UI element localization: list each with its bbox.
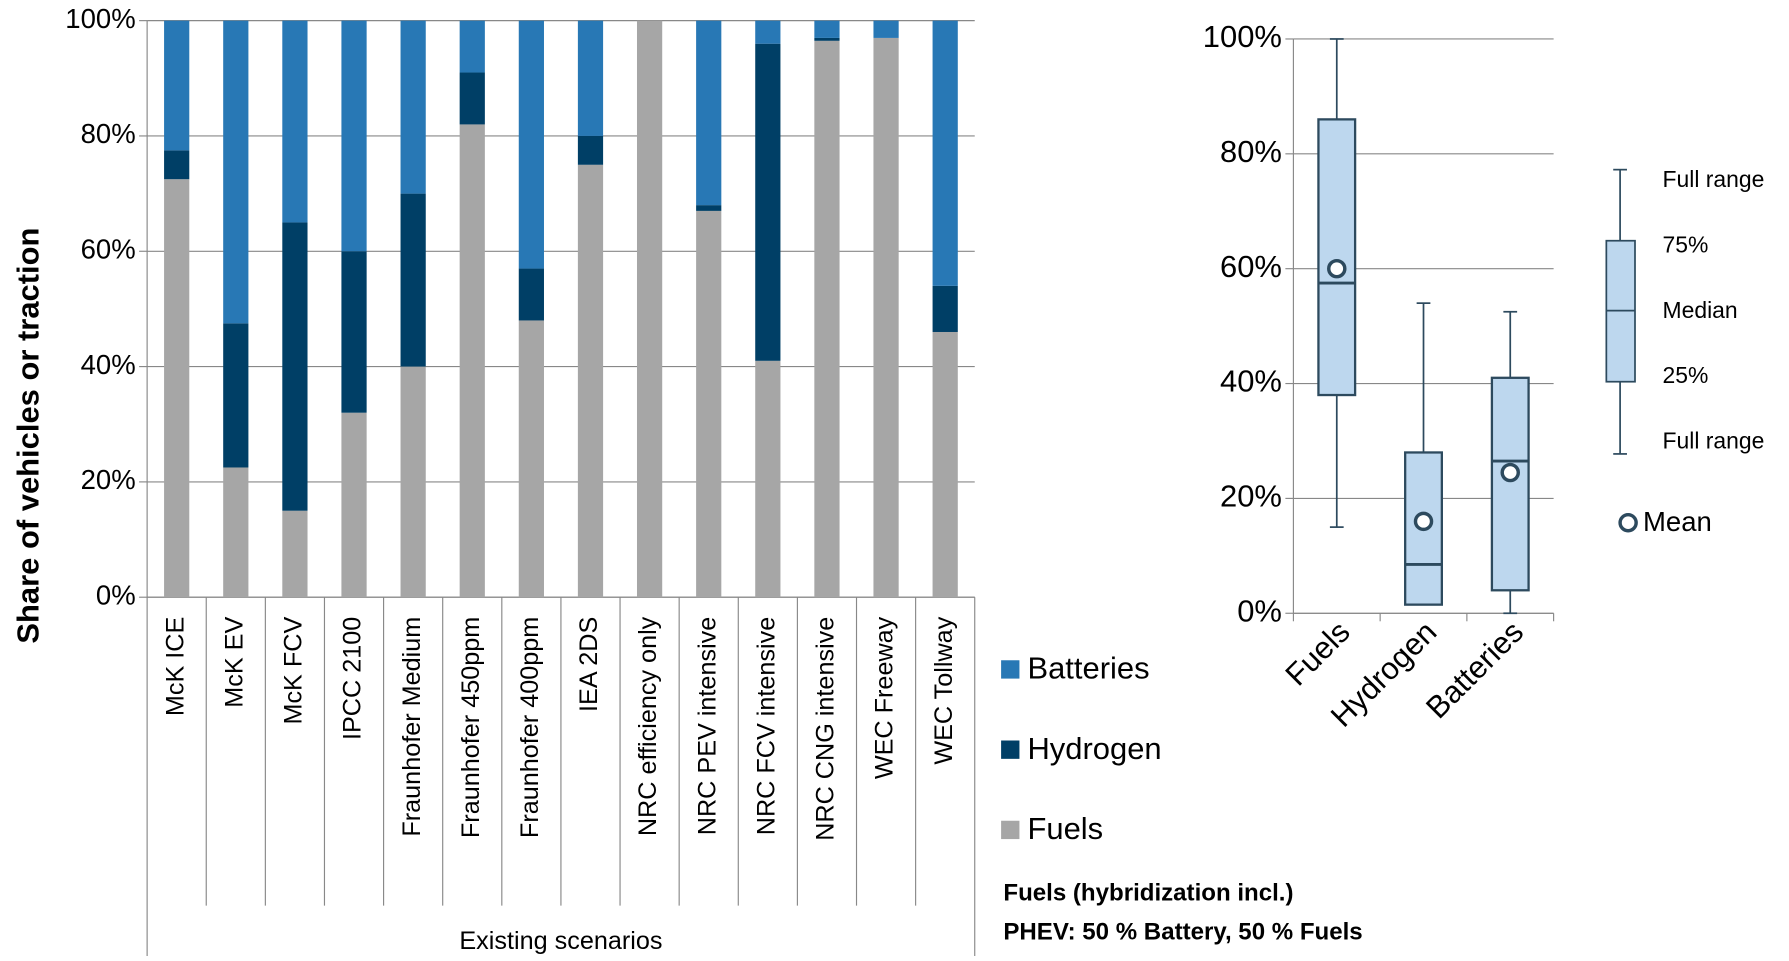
legend-swatch [1001, 820, 1020, 840]
y-axis-label: Share of vehicles or traction [10, 228, 45, 644]
legend-label: Fuels [1027, 811, 1103, 846]
x-tick-label: NRC CNG intensive [812, 617, 840, 841]
x-tick-label: NRC FCV intensive [752, 617, 780, 835]
bar-segment [814, 20, 840, 38]
bar-segment [164, 20, 190, 151]
bar-segment [814, 37, 840, 41]
bar-segment [459, 72, 485, 125]
legend-label: Full range [1663, 428, 1765, 454]
bar-segment [932, 285, 958, 332]
bar-segment [873, 37, 899, 598]
y-tick-label: 20% [1220, 479, 1282, 514]
x-tick-label: Batteries [1419, 614, 1530, 725]
bar-segment [873, 20, 899, 38]
group-label: Existing scenarios [459, 927, 662, 955]
bar-segment [577, 20, 604, 136]
legend-label: Mean [1643, 506, 1712, 537]
x-tick-label: NRC PEV intensive [693, 617, 721, 836]
y-tick-label: 60% [81, 234, 136, 265]
x-tick-label: WEC Freeway [871, 616, 899, 779]
bar-segment [755, 20, 781, 44]
y-tick-label: 80% [1220, 134, 1282, 169]
bar-segment [341, 20, 367, 252]
bar-segment [518, 320, 544, 598]
legend-label: 25% [1663, 362, 1709, 388]
bar-segment [400, 20, 426, 194]
mean [1500, 462, 1520, 483]
bar-segment [577, 164, 604, 598]
bar-segment [223, 467, 249, 598]
x-tick-label: Fraunhofer Medium [398, 617, 426, 837]
x-tick-label: IPCC 2100 [339, 617, 367, 740]
bar-segment [282, 20, 308, 223]
bar-segment [282, 222, 308, 511]
y-tick-label: 100% [65, 3, 135, 34]
bar-segment [932, 331, 958, 598]
bar-segment [400, 366, 426, 598]
legend-label: Median [1663, 297, 1738, 323]
x-tick-label: McK EV [220, 617, 248, 708]
box-legend: Full range 75% Median 25% Full range Mea… [1605, 166, 1765, 537]
y-tick-label: 80% [81, 118, 136, 149]
bar-segment [518, 268, 544, 321]
bar-segment [459, 124, 485, 598]
bar-segment [696, 205, 722, 211]
bar-segment [341, 251, 367, 413]
bar-segment [696, 210, 722, 598]
x-tick-label: McK FCV [280, 617, 308, 725]
box [1317, 118, 1357, 397]
bar-segment [223, 20, 249, 324]
bar-segment [814, 40, 840, 598]
bar-segment [282, 510, 308, 598]
bar-segment [696, 20, 722, 206]
box [1490, 376, 1530, 592]
legend-label: 75% [1663, 231, 1709, 257]
legend-swatch [1001, 740, 1020, 759]
legend-label: Full range [1663, 166, 1765, 192]
mean [1327, 258, 1347, 279]
bar-segment [164, 150, 190, 180]
bar-segment [755, 43, 781, 361]
bar-segment [164, 179, 190, 598]
y-tick-label: 0% [1237, 593, 1282, 628]
x-tick-label: IEA 2DS [575, 617, 603, 712]
x-tick-label: Fuels [1278, 614, 1356, 692]
bar-segment [755, 360, 781, 598]
bar-segment [459, 20, 485, 73]
bar-segment [577, 135, 604, 165]
x-tick-label: Fraunhofer 450ppm [457, 617, 485, 838]
y-tick-label: 40% [81, 349, 136, 380]
y-tick-label: 0% [96, 579, 136, 610]
bar-segment [400, 193, 426, 367]
note: Fuels (hybridization incl.) [1003, 879, 1293, 906]
bar-segment [636, 20, 663, 598]
x-tick-label: McK ICE [161, 617, 189, 716]
legend-mean [1618, 512, 1638, 533]
y-tick-label: 60% [1220, 249, 1282, 284]
x-tick-label: WEC Tollway [930, 616, 958, 764]
mean [1413, 511, 1434, 532]
y-tick-label: 40% [1220, 364, 1282, 399]
bar-segment [223, 323, 249, 468]
legend-label: Batteries [1027, 651, 1149, 686]
x-tick-label: NRC efficiency only [634, 616, 662, 836]
legend-label: Hydrogen [1027, 731, 1161, 766]
bar-segment [932, 20, 958, 286]
bar-segment [518, 20, 544, 269]
y-tick-label: 20% [81, 464, 136, 495]
note: PHEV: 50 % Battery, 50 % Fuels [1003, 918, 1362, 945]
bar-segment [341, 412, 367, 598]
legend-swatch [1001, 660, 1020, 679]
x-tick-label: Fraunhofer 400ppm [516, 617, 544, 838]
y-tick-label: 100% [1203, 19, 1282, 54]
